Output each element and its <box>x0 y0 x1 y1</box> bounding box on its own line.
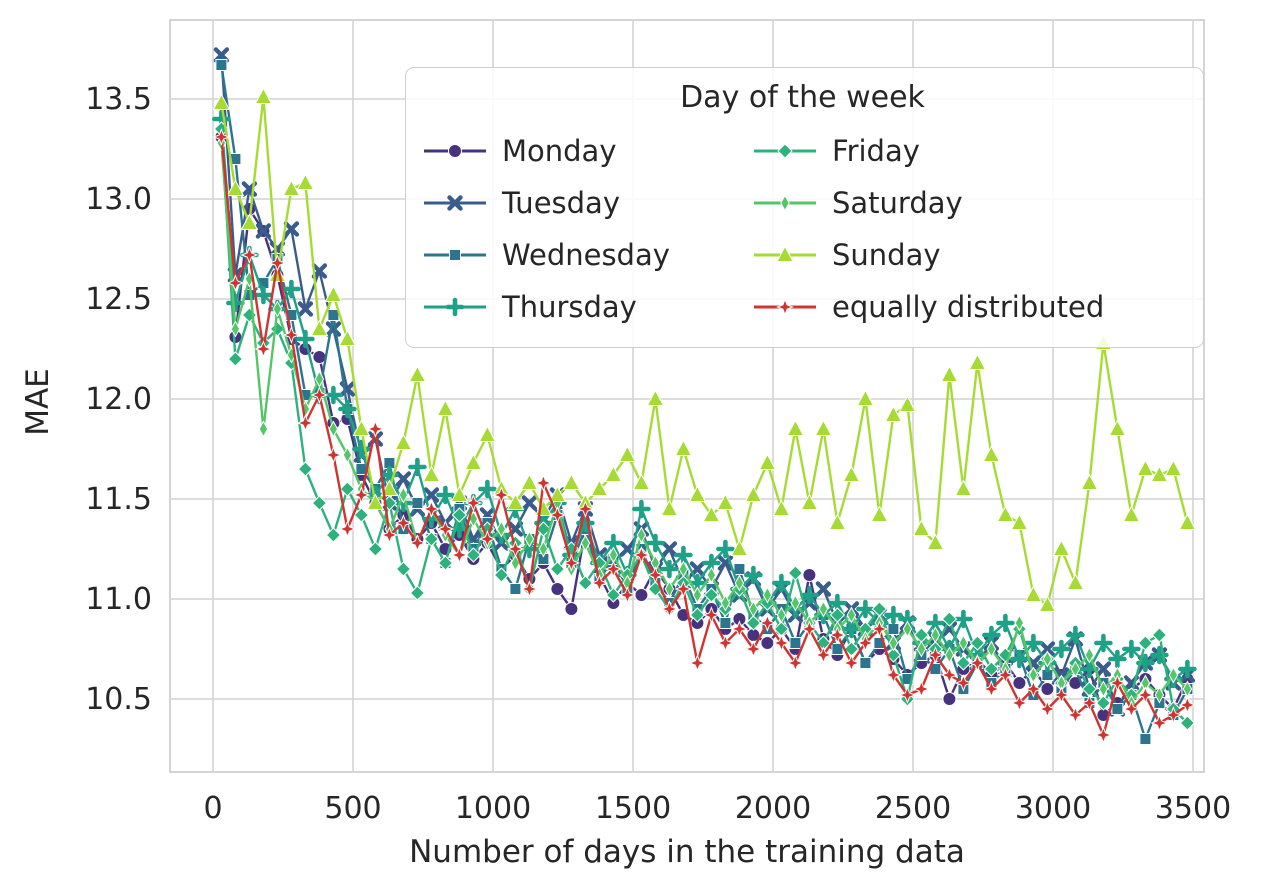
series-line-saturday <box>220 142 1189 705</box>
legend-label: Saturday <box>832 186 963 220</box>
legend-label: Sunday <box>832 238 941 272</box>
y-tick-label: 10.5 <box>85 682 152 717</box>
x-tick-label: 3000 <box>1015 791 1091 826</box>
x-tick-label: 2500 <box>875 791 951 826</box>
legend-item-saturday: Saturday <box>752 177 1183 229</box>
legend-label: Monday <box>502 134 617 168</box>
legend-item-sunday: Sunday <box>752 229 1183 281</box>
legend-items: Monday Tuesday Wednesday Thursday Friday Satu… <box>422 125 1183 333</box>
legend: Day of the week Monday Tuesday Wednesday Th… <box>405 67 1204 348</box>
x-axis-label: Number of days in the training data <box>409 834 965 870</box>
monday-marker-icon <box>424 144 486 158</box>
saturday-marker-icon <box>754 194 816 212</box>
x-tick-label: 3500 <box>1155 791 1231 826</box>
equally-distributed-marker-icon <box>754 298 816 316</box>
legend-label: Tuesday <box>502 186 620 220</box>
series-friday <box>213 121 1196 731</box>
tuesday-marker-icon <box>424 195 486 211</box>
legend-title: Day of the week <box>680 80 925 115</box>
legend-item-wednesday: Wednesday <box>422 229 752 281</box>
y-axis-label: MAE <box>20 368 56 436</box>
y-tick-label: 11.0 <box>85 582 152 617</box>
plot-border <box>169 19 1205 773</box>
wednesday-marker-icon <box>424 249 486 261</box>
legend-item-monday: Monday <box>422 125 752 177</box>
series-sunday <box>212 87 1197 612</box>
x-tick-label: 1000 <box>455 791 531 826</box>
y-tick-label: 12.0 <box>85 382 152 417</box>
x-tick-label: 500 <box>324 791 381 826</box>
series-line-equally-distributed <box>220 136 1189 737</box>
legend-item-thursday: Thursday <box>422 281 752 333</box>
y-tick-label: 13.0 <box>85 182 152 217</box>
sunday-marker-icon <box>754 245 816 262</box>
friday-marker-icon <box>754 143 816 159</box>
legend-item-tuesday: Tuesday <box>422 177 752 229</box>
thursday-marker-icon <box>424 297 486 317</box>
series-equally-distributed <box>212 128 1197 744</box>
legend-label: Wednesday <box>502 238 670 272</box>
legend-item-equally-distributed: equally distributed <box>752 281 1183 333</box>
y-tick-label: 11.5 <box>85 482 152 517</box>
legend-item-friday: Friday <box>752 125 1183 177</box>
tick-labels: 10.5 11.0 11.5 12.0 12.5 13.0 13.5 0 500 1000 1500… <box>85 82 1231 826</box>
y-tick-label: 12.5 <box>85 282 152 317</box>
legend-label: Friday <box>832 134 920 168</box>
y-tick-label: 13.5 <box>85 82 152 117</box>
legend-label: equally distributed <box>832 290 1105 324</box>
x-tick-label: 0 <box>203 791 222 826</box>
x-tick-label: 1500 <box>595 791 671 826</box>
x-tick-label: 2000 <box>735 791 811 826</box>
legend-label: Thursday <box>502 290 637 324</box>
